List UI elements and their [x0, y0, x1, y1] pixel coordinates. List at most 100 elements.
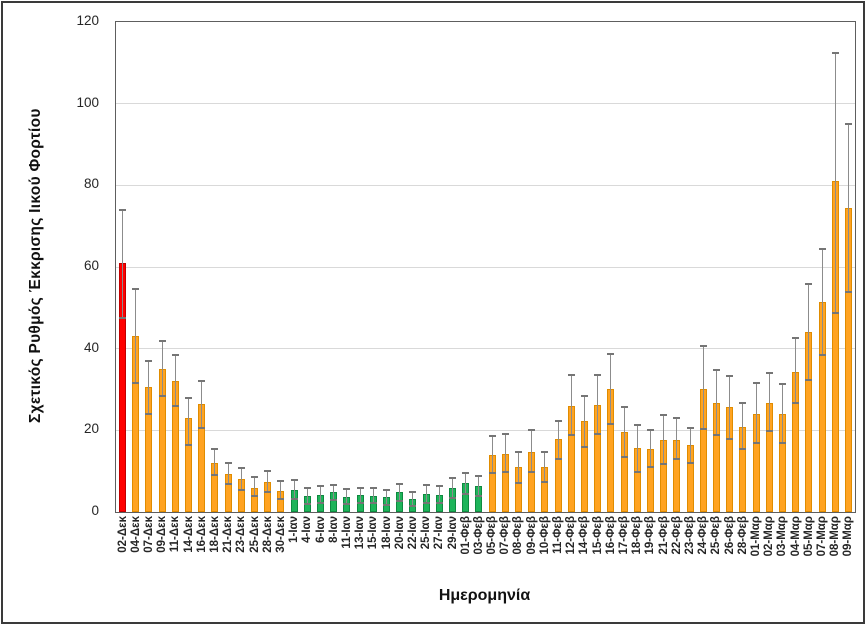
error-bar-upper-cap-11-Φεβ — [554, 419, 562, 422]
gridline-y20 — [116, 429, 855, 431]
error-bar-upper-cap-04-Δεκ — [132, 288, 140, 291]
x-tick-label-07-Μαρ: 07-Μαρ — [816, 516, 828, 557]
error-bar-line-07-Φεβ — [504, 434, 506, 473]
error-bar-line-27-Ιαν — [438, 486, 440, 504]
error-bar-upper-cap-11-Ιαν — [343, 488, 351, 491]
error-bar-upper-cap-20-Ιαν — [396, 483, 404, 486]
error-bar-upper-cap-8-Ιαν — [330, 483, 338, 486]
error-bar-lower-cap-23-Δεκ — [237, 488, 245, 491]
error-bar-lower-cap-24-Φεβ — [699, 428, 707, 431]
y-tick-label-20: 20 — [83, 421, 99, 437]
error-bar-lower-cap-09-Φεβ — [528, 471, 536, 474]
y-tick-label-80: 80 — [83, 176, 99, 192]
error-bar-lower-cap-11-Ιαν — [343, 503, 351, 506]
error-bar-lower-cap-18-Δεκ — [211, 474, 219, 477]
x-tick-label-09-Φεβ: 09-Φεβ — [525, 516, 538, 555]
error-bar-upper-cap-07-Φεβ — [501, 433, 509, 436]
x-tick-label-25-Ιαν: 25-Ιαν — [420, 516, 433, 550]
error-bar-line-23-Φεβ — [689, 428, 691, 463]
x-tick-label-25-Δεκ: 25-Δεκ — [248, 516, 261, 553]
error-bar-line-30-Δεκ — [280, 480, 282, 500]
error-bar-line-01-Φεβ — [465, 473, 467, 495]
error-bar-line-16-Φεβ — [610, 353, 612, 424]
error-bar-lower-cap-25-Φεβ — [712, 433, 720, 436]
error-bar-upper-cap-09-Φεβ — [528, 429, 536, 432]
gridline-y80 — [116, 184, 855, 186]
x-tick-label-14-Δεκ: 14-Δεκ — [182, 516, 195, 553]
error-bar-upper-cap-14-Φεβ — [580, 394, 588, 397]
error-bar-lower-cap-18-Φεβ — [633, 470, 641, 473]
error-bar-line-14-Φεβ — [583, 395, 585, 448]
x-tick-label-02-Μαρ: 02-Μαρ — [763, 516, 776, 557]
error-bar-lower-cap-01-Μαρ — [752, 441, 760, 444]
error-bar-upper-cap-16-Δεκ — [198, 380, 206, 383]
error-bar-line-04-Δεκ — [135, 289, 137, 384]
error-bar-upper-cap-05-Μαρ — [805, 282, 813, 285]
y-tick-label-0: 0 — [91, 503, 99, 518]
error-bar-upper-cap-03-Φεβ — [475, 475, 483, 478]
x-tick-label-09-Δεκ: 09-Δεκ — [156, 516, 169, 553]
y-tick-label-40: 40 — [83, 339, 99, 355]
x-tick-label-14-Φεβ: 14-Φεβ — [578, 516, 591, 555]
error-bar-upper-cap-02-Δεκ — [119, 208, 127, 211]
x-tick-label-20-Ιαν: 20-Ιαν — [393, 516, 406, 550]
x-tick-label-03-Μαρ: 03-Μαρ — [776, 516, 789, 557]
error-bar-line-09-Δεκ — [161, 340, 163, 396]
x-tick-label-18-Ιαν: 18-Ιαν — [380, 516, 393, 550]
error-bar-upper-cap-05-Φεβ — [488, 435, 496, 438]
error-bar-lower-cap-16-Φεβ — [607, 422, 615, 425]
x-tick-label-02-Δεκ: 02-Δεκ — [116, 516, 129, 553]
x-tick-label-23-Δεκ: 23-Δεκ — [235, 516, 248, 553]
error-bar-line-02-Μαρ — [768, 372, 770, 431]
x-tick-label-05-Μαρ: 05-Μαρ — [802, 516, 815, 557]
x-tick-label-15-Φεβ: 15-Φεβ — [591, 516, 604, 555]
error-bar-line-23-Δεκ — [240, 467, 242, 490]
x-tick-label-18-Δεκ: 18-Δεκ — [208, 516, 221, 553]
error-bar-upper-cap-01-Μαρ — [752, 382, 760, 385]
plot-area — [115, 21, 856, 513]
error-bar-line-04-Μαρ — [795, 338, 797, 404]
x-tick-label-19-Φεβ: 19-Φεβ — [644, 516, 657, 555]
error-bar-upper-cap-24-Φεβ — [699, 345, 707, 348]
error-bar-line-18-Ιαν — [386, 489, 388, 505]
x-tick-label-05-Φεβ: 05-Φεβ — [486, 516, 499, 555]
x-tick-label-11-Δεκ: 11-Δεκ — [169, 516, 182, 553]
x-tick-label-21-Φεβ: 21-Φεβ — [657, 516, 670, 555]
error-bar-upper-cap-19-Φεβ — [646, 429, 654, 432]
error-bar-upper-cap-09-Δεκ — [158, 339, 166, 342]
error-bar-line-29-Ιαν — [452, 478, 453, 499]
error-bar-line-11-Ιαν — [346, 489, 348, 505]
error-bar-lower-cap-02-Μαρ — [765, 429, 773, 432]
x-tick-label-04-Δεκ: 04-Δεκ — [129, 516, 142, 553]
x-tick-label-25-Φεβ: 25-Φεβ — [710, 516, 723, 555]
error-bar-lower-cap-05-Φεβ — [488, 472, 496, 475]
error-bar-lower-cap-16-Δεκ — [198, 427, 206, 430]
error-bar-line-6-Ιαν — [320, 485, 322, 503]
x-tick-label-28-Φεβ: 28-Φεβ — [736, 516, 749, 555]
error-bar-upper-cap-10-Φεβ — [541, 450, 549, 453]
error-bar-lower-cap-28-Φεβ — [739, 448, 747, 451]
error-bar-line-18-Δεκ — [214, 448, 216, 476]
error-bar-line-02-Δεκ — [122, 209, 124, 319]
y-axis-tick-labels: 0 20 40 60 80 100 120 — [3, 13, 107, 518]
x-tick-label-11-Ιαν: 11-Ιαν — [340, 516, 353, 549]
x-tick-label-17-Φεβ: 17-Φεβ — [618, 516, 631, 555]
error-bar-line-01-Μαρ — [755, 383, 757, 443]
error-bar-line-8-Ιαν — [333, 484, 335, 501]
error-bar-upper-cap-22-Φεβ — [673, 417, 681, 420]
x-tick-label-6-Ιαν: 6-Ιαν — [314, 516, 327, 543]
y-tick-label-120: 120 — [76, 13, 99, 28]
error-bar-line-08-Μαρ — [834, 52, 836, 314]
error-bar-lower-cap-14-Δεκ — [185, 443, 193, 446]
error-bar-upper-cap-23-Φεβ — [686, 427, 694, 430]
error-bar-upper-cap-4-Ιαν — [303, 486, 311, 489]
error-bar-lower-cap-21-Δεκ — [224, 483, 232, 486]
x-tick-label-4-Ιαν: 4-Ιαν — [301, 516, 314, 543]
error-bar-upper-cap-28-Φεβ — [739, 401, 747, 404]
error-bar-line-25-Φεβ — [715, 370, 717, 435]
error-bar-lower-cap-10-Φεβ — [541, 481, 549, 484]
error-bar-upper-cap-12-Φεβ — [567, 374, 575, 377]
error-bar-line-20-Ιαν — [399, 484, 401, 501]
error-bar-upper-cap-16-Φεβ — [607, 352, 615, 355]
